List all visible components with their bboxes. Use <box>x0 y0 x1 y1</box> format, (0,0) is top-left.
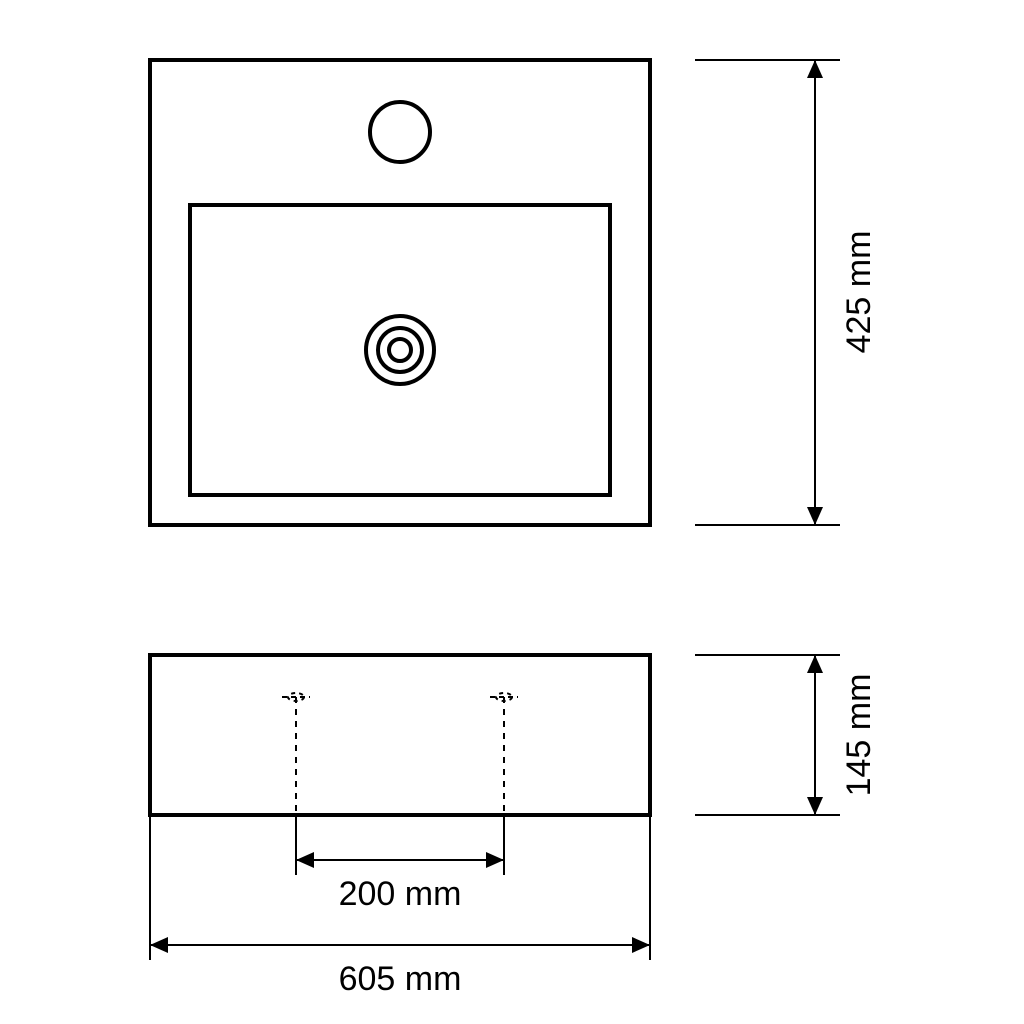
technical-drawing: 425 mm 145 mm 200 mm 605 mm <box>0 0 1024 1024</box>
dim-label-height-top: 425 mm <box>840 231 878 354</box>
dim-label-inner-width: 200 mm <box>339 875 462 913</box>
dim-label-height-side: 145 mm <box>840 674 878 797</box>
dim-label-full-width: 605 mm <box>339 960 462 998</box>
